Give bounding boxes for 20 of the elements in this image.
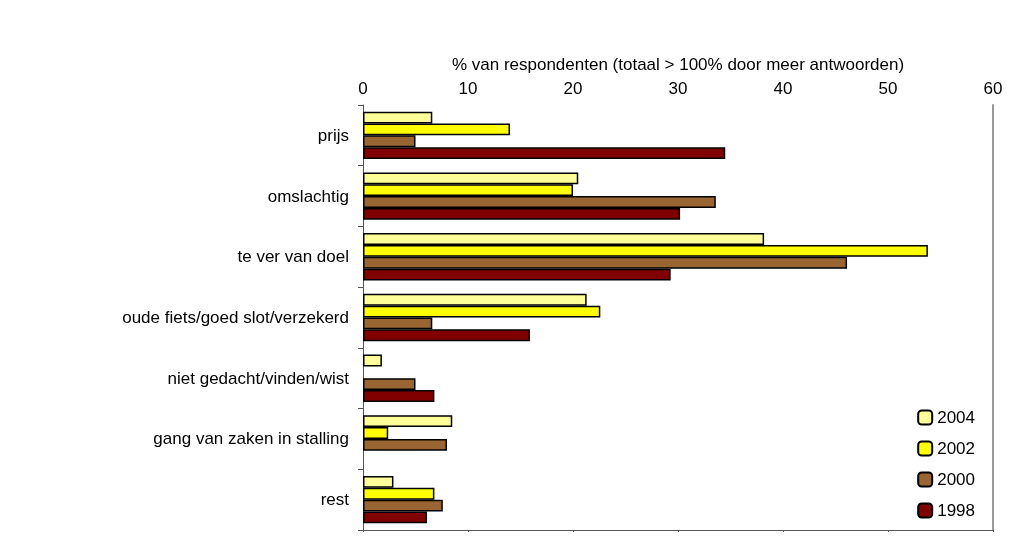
x-tick-label: 20 bbox=[563, 79, 583, 98]
y-tick-label: niet gedacht/vinden/wist bbox=[167, 368, 350, 388]
x-tick-label: 0 bbox=[358, 79, 368, 98]
x-tick-label: 40 bbox=[773, 79, 793, 98]
x-tick-label: 50 bbox=[878, 79, 898, 98]
legend-label: 2000 bbox=[937, 470, 976, 489]
x-tick-label: 30 bbox=[668, 79, 688, 98]
y-tick-label: rest bbox=[320, 490, 350, 510]
legend-label: 2002 bbox=[937, 439, 976, 458]
legend-label: 2004 bbox=[937, 408, 976, 427]
x-axis-title: % van respondenten (totaal > 100% door meer antwoorden) bbox=[451, 55, 905, 74]
y-tick-label: prijs bbox=[317, 125, 349, 145]
x-tick-label: 10 bbox=[458, 79, 478, 98]
legend-label: 1998 bbox=[937, 501, 976, 520]
y-tick-label: gang van zaken in stalling bbox=[153, 429, 349, 449]
y-tick-label: oude fiets/goed slot/verzekerd bbox=[122, 308, 349, 327]
x-tick-label: 60 bbox=[983, 79, 1003, 98]
y-tick-label: te ver van doel bbox=[237, 247, 349, 267]
bar bbox=[363, 354, 382, 367]
y-tick-label: omslachtig bbox=[267, 186, 349, 206]
